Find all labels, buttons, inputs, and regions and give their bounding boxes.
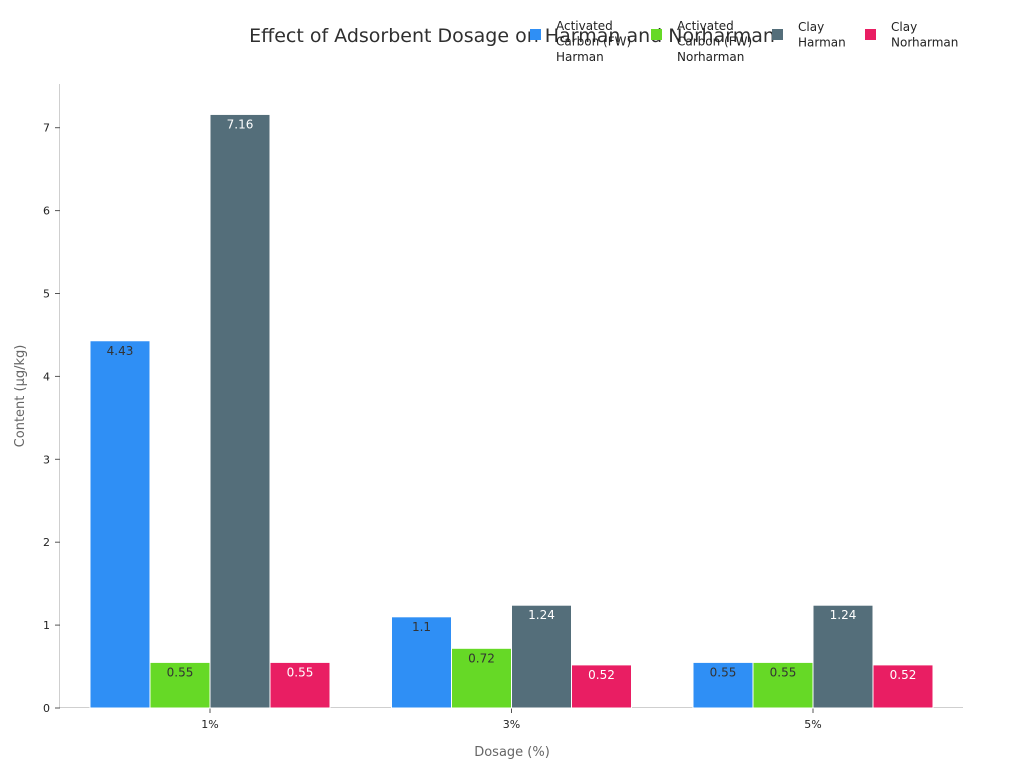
bar[interactable] bbox=[571, 664, 632, 709]
legend-label: Norharman bbox=[891, 36, 958, 50]
bar-value-label: 0.55 bbox=[287, 665, 314, 679]
legend-item[interactable]: Activated Carbon (FW)Norharman bbox=[651, 19, 752, 64]
bar-value-label: 0.55 bbox=[167, 665, 194, 679]
x-tick-label: 5% bbox=[804, 718, 821, 731]
y-tick-label: 4 bbox=[43, 370, 50, 383]
legend-swatch bbox=[651, 29, 662, 40]
x-ticks: 1% 3% 5% bbox=[201, 708, 822, 731]
bar-value-label: 7.16 bbox=[227, 117, 254, 131]
legend-item[interactable]: Activated Carbon (FW)Harman bbox=[530, 19, 631, 64]
y-tick-label: 7 bbox=[43, 122, 50, 135]
bars bbox=[89, 113, 934, 709]
bar-value-label: 1.1 bbox=[412, 620, 431, 634]
chart-title: Effect of Adsorbent Dosage on Harman and… bbox=[249, 25, 775, 47]
bar-value-label: 0.52 bbox=[890, 668, 917, 682]
x-tick-label: 3% bbox=[503, 718, 520, 731]
bar-value-label: 0.52 bbox=[588, 668, 615, 682]
y-ticks: 0 1 2 3 4 5 6 7 bbox=[43, 122, 60, 715]
legend-label: Activated bbox=[556, 19, 613, 33]
bar[interactable] bbox=[391, 616, 452, 709]
bar[interactable] bbox=[511, 604, 572, 709]
bar[interactable] bbox=[89, 340, 151, 709]
legend-label: Carbon (FW) bbox=[556, 35, 631, 49]
legend-label: Harman bbox=[556, 50, 604, 64]
bar-value-labels: 4.43 1.1 0.55 0.55 0.72 0.55 7.16 1.24 1.24 0.55 0… bbox=[107, 117, 917, 681]
y-tick-label: 5 bbox=[43, 288, 50, 301]
bar[interactable] bbox=[872, 664, 934, 709]
x-axis-label: Dosage (%) bbox=[474, 745, 550, 760]
y-axis-label: Content (μg/kg) bbox=[13, 345, 28, 448]
x-tick-label: 1% bbox=[201, 718, 218, 731]
y-tick-label: 6 bbox=[43, 205, 50, 218]
legend-swatch bbox=[865, 29, 876, 40]
bar[interactable] bbox=[752, 661, 814, 709]
legend-label: Activated bbox=[677, 19, 734, 33]
legend-swatch bbox=[772, 29, 783, 40]
y-tick-label: 3 bbox=[43, 453, 50, 466]
y-tick-label: 1 bbox=[43, 619, 50, 632]
legend-item[interactable]: Clay Harman bbox=[772, 20, 846, 50]
bar[interactable] bbox=[812, 604, 874, 709]
y-tick-label: 0 bbox=[43, 702, 50, 715]
legend-label: Clay bbox=[891, 20, 917, 34]
bar[interactable] bbox=[209, 113, 271, 709]
legend-label: Harman bbox=[798, 36, 846, 50]
bar-value-label: 1.24 bbox=[830, 608, 857, 622]
bar[interactable] bbox=[451, 647, 512, 709]
bar[interactable] bbox=[269, 661, 331, 709]
bar-value-label: 0.72 bbox=[468, 651, 495, 665]
bar[interactable] bbox=[692, 661, 754, 709]
legend-label: Carbon (FW) bbox=[677, 35, 752, 49]
legend-swatch bbox=[530, 29, 541, 40]
bar[interactable] bbox=[149, 661, 211, 709]
y-tick-label: 2 bbox=[43, 536, 50, 549]
legend-item[interactable]: Clay Norharman bbox=[865, 20, 958, 50]
bar-value-label: 1.24 bbox=[528, 608, 555, 622]
bar-value-label: 0.55 bbox=[770, 665, 797, 679]
bar-value-label: 4.43 bbox=[107, 344, 134, 358]
legend-label: Norharman bbox=[677, 50, 744, 64]
bar-value-label: 0.55 bbox=[710, 665, 737, 679]
legend-label: Clay bbox=[798, 20, 824, 34]
